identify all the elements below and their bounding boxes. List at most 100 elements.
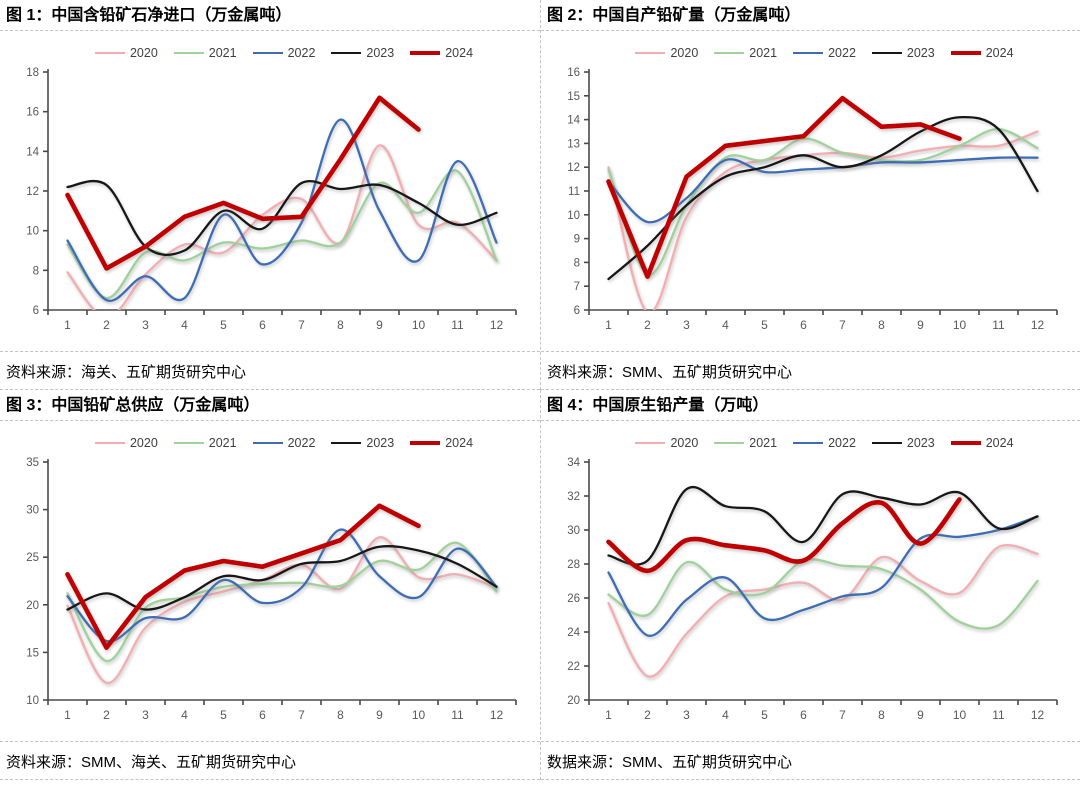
chart-title-1: 图 1：中国含铅矿石净进口（万金属吨）: [0, 0, 540, 31]
y-axis-tick-label: 15: [567, 91, 580, 103]
legend-item-2021: 2021: [173, 46, 237, 60]
legend-label: 2024: [985, 436, 1014, 450]
legend-item-2022: 2022: [252, 436, 316, 450]
y-axis-tick-label: 12: [567, 162, 580, 174]
legend-line-swatch: [793, 52, 824, 54]
x-axis-tick-label: 7: [839, 708, 846, 722]
x-axis-tick-label: 11: [451, 318, 464, 332]
x-axis-tick-label: 8: [337, 708, 344, 722]
x-axis-tick-label: 6: [259, 318, 266, 332]
series-line-2024: [65, 503, 421, 650]
chart-canvas-4: 2020 2021 2022 2023 2024 20 22 24 26 28 30 32 34 1 2 3 4…: [541, 421, 1080, 742]
x-axis-tick-label: 12: [490, 318, 504, 332]
x-axis-tick-label: 5: [761, 708, 768, 722]
legend-label: 2020: [129, 436, 158, 450]
x-axis-tick-label: 4: [181, 318, 188, 332]
figure-panel-2: 图 2：中国自产铅矿量（万金属吨） 2020 2021 2022 2023 2024 6 7…: [540, 0, 1080, 390]
x-axis-tick-label: 10: [952, 318, 966, 332]
legend-item-2023: 2023: [871, 436, 935, 450]
y-axis-tick-label: 18: [26, 67, 39, 79]
y-axis-tick-label: 8: [573, 257, 579, 269]
x-axis-tick-label: 4: [722, 318, 729, 332]
x-axis-tick-label: 8: [878, 318, 885, 332]
y-axis-tick-label: 14: [567, 115, 580, 127]
x-axis-tick-label: 1: [64, 318, 71, 332]
chart-source-3: 资料来源：SMM、海关、五矿期货研究中心: [0, 742, 540, 780]
legend-label: 2024: [985, 46, 1014, 60]
series-line-2024: [605, 497, 962, 574]
y-axis-tick-label: 35: [26, 457, 39, 469]
x-axis-tick-label: 5: [761, 318, 768, 332]
x-axis-tick-label: 12: [1030, 318, 1044, 332]
series-line-2022: [66, 528, 498, 643]
legend-item-2020: 2020: [94, 46, 158, 60]
legend-line-swatch: [714, 52, 745, 54]
x-axis-tick-label: 7: [298, 318, 305, 332]
legend-item-2022: 2022: [252, 46, 315, 60]
y-axis-tick-label: 24: [567, 627, 580, 639]
figure-panel-1: 图 1：中国含铅矿石净进口（万金属吨） 2020 2021 2022 2023 2024…: [0, 0, 540, 390]
series-line-2022: [66, 118, 498, 302]
x-axis-tick-label: 4: [722, 708, 729, 722]
x-axis-tick-label: 9: [917, 318, 924, 332]
legend-label: 2020: [670, 46, 699, 60]
chart-canvas-3: 2020 2021 2022 2023 2024 10 15 20 25 30 35 1 2 3 4 5 6 7 8…: [0, 421, 540, 742]
legend-line-swatch: [410, 441, 441, 445]
legend-item-2024: 2024: [950, 436, 1014, 450]
legend-item-2024: 2024: [410, 436, 473, 450]
legend-line-swatch: [331, 52, 362, 54]
x-axis-tick-label: 7: [839, 318, 846, 332]
legend-label: 2024: [445, 46, 474, 60]
legend-item-2021: 2021: [714, 46, 777, 60]
series-line-2020: [606, 544, 1039, 678]
legend-line-swatch: [635, 52, 666, 54]
chart-legend: 2020 2021 2022 2023 2024: [541, 430, 1080, 456]
y-axis-tick-label: 32: [567, 491, 580, 503]
series-line-2022: [606, 156, 1039, 224]
y-axis-tick-label: 7: [573, 281, 579, 293]
series-line-2021: [606, 558, 1039, 630]
x-axis-tick-label: 9: [376, 708, 383, 722]
y-axis-tick-label: 6: [33, 305, 39, 317]
legend-label: 2023: [366, 436, 395, 450]
x-axis-tick-label: 8: [337, 318, 344, 332]
y-axis-tick-label: 16: [26, 107, 39, 119]
legend-line-swatch: [173, 442, 204, 444]
y-axis-tick-label: 10: [26, 695, 39, 707]
y-axis-tick-label: 28: [567, 559, 580, 571]
x-axis-tick-label: 12: [1030, 708, 1044, 722]
chart-source-2: 资料来源：SMM、五矿期货研究中心: [541, 352, 1080, 390]
x-axis-tick-label: 10: [412, 708, 426, 722]
legend-line-swatch: [331, 442, 362, 444]
y-axis-tick-label: 34: [567, 457, 580, 469]
x-axis-tick-label: 10: [412, 318, 426, 332]
x-axis-tick-label: 3: [683, 318, 690, 332]
x-axis-tick-label: 4: [181, 708, 188, 722]
x-axis-tick-label: 6: [800, 708, 807, 722]
legend-label: 2021: [749, 46, 778, 60]
legend-item-2023: 2023: [871, 46, 935, 60]
legend-label: 2022: [287, 436, 316, 450]
legend-line-swatch: [173, 52, 204, 54]
x-axis-tick-label: 11: [992, 318, 1005, 332]
chart-canvas-1: 2020 2021 2022 2023 2024 6 8 10 12 14 16 18 1 2 3 4 5 6 7 8…: [0, 31, 540, 352]
series-line-2021: [66, 169, 498, 300]
series-line-2024: [65, 95, 421, 271]
legend-line-swatch: [252, 442, 283, 444]
series-line-2023: [66, 545, 498, 611]
x-axis-tick-label: 11: [451, 708, 464, 722]
legend-item-2021: 2021: [173, 436, 237, 450]
y-axis-tick-label: 20: [26, 600, 39, 612]
legend-line-swatch: [635, 442, 666, 444]
legend-item-2024: 2024: [950, 46, 1014, 60]
figure-panel-3: 图 3：中国铅矿总供应（万金属吨） 2020 2021 2022 2023 2024 10…: [0, 390, 540, 780]
chart-legend: 2020 2021 2022 2023 2024: [541, 40, 1080, 66]
y-axis-tick-label: 22: [567, 661, 580, 673]
x-axis-tick-label: 1: [64, 708, 71, 722]
chart-canvas-2: 2020 2021 2022 2023 2024 6 7 8 9 10 11 12 13 14 15 16 1 2…: [541, 31, 1080, 352]
